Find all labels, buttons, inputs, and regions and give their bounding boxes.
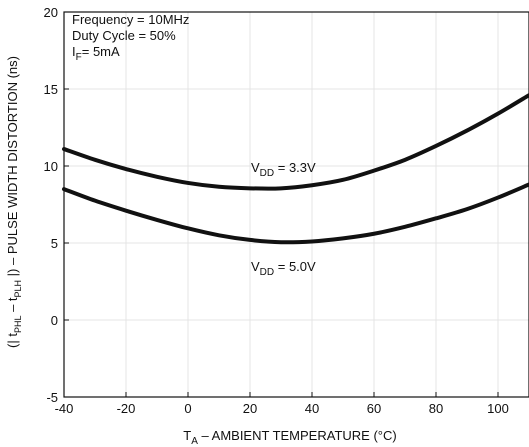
x-tick-label: 0	[184, 401, 191, 416]
x-tick-label: -20	[117, 401, 136, 416]
tick-labels: -40 -20 0 20 40 60 80 100 -5 0 5 10 15 20	[44, 5, 509, 416]
series-layer	[62, 93, 529, 245]
x-tick-label: -40	[55, 401, 74, 416]
annotation-forward-current: IF= 5mA	[72, 44, 120, 63]
conditions-annotation: Frequency = 10MHz Duty Cycle = 50% IF= 5…	[72, 12, 189, 63]
x-axis-title: TA – AMBIENT TEMPERATURE (°C)	[183, 428, 396, 447]
y-tick-label: 0	[51, 313, 58, 328]
annotation-if-rest: = 5mA	[82, 44, 120, 59]
series-line-vdd-3v3	[62, 93, 529, 191]
annotation-if-sub: F	[76, 52, 82, 63]
annotation-frequency: Frequency = 10MHz	[72, 12, 189, 27]
x-tick-label: 20	[243, 401, 257, 416]
annotation-if-main: I	[72, 44, 76, 59]
y-tick-label: 10	[44, 159, 58, 174]
y-tick-label: 15	[44, 82, 58, 97]
x-tick-label: 60	[367, 401, 381, 416]
series-label-5v0: VDD = 5.0V	[251, 259, 316, 278]
grid	[63, 11, 529, 398]
y-tick-label: 20	[44, 5, 58, 20]
annotation-duty-cycle: Duty Cycle = 50%	[72, 28, 176, 43]
series-label-3v3: VDD = 3.3V	[251, 160, 316, 179]
y-tick-label: -5	[46, 390, 58, 405]
x-tick-label: 80	[429, 401, 443, 416]
x-tick-label: 40	[305, 401, 319, 416]
y-axis-title: (| tPHL – tPLH |) – PULSE WIDTH DISTORTI…	[5, 56, 23, 348]
y-tick-label: 5	[51, 236, 58, 251]
x-tick-label: 100	[487, 401, 509, 416]
series-line-vdd-5v0	[62, 182, 529, 245]
plot-frame	[63, 11, 529, 398]
